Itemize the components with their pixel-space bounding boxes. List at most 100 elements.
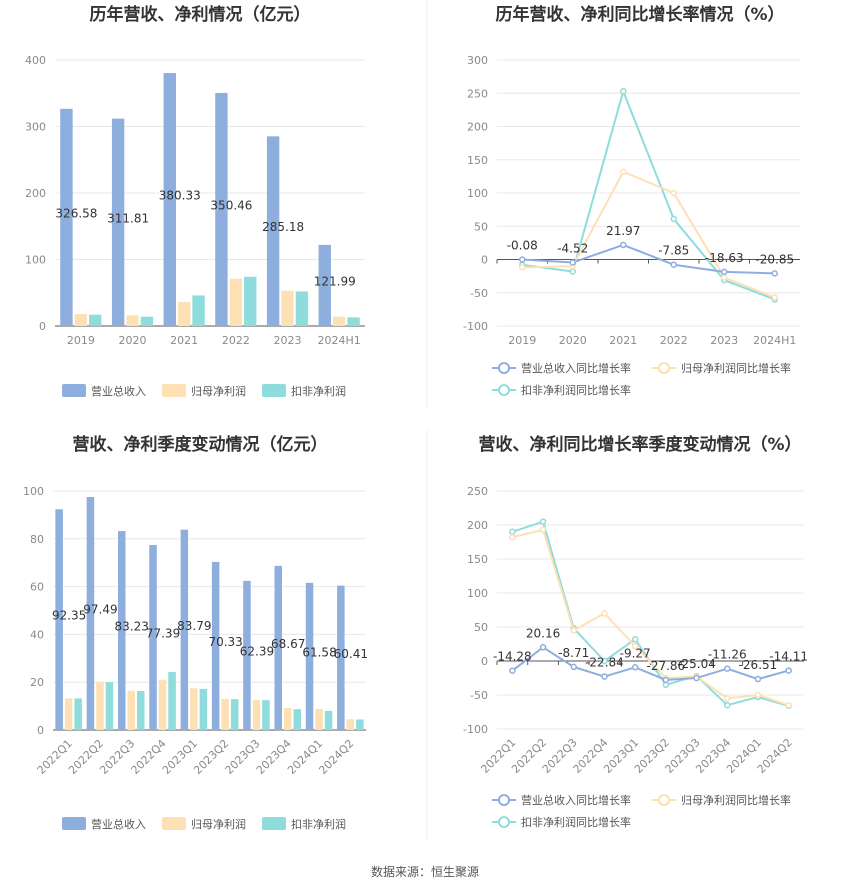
line-value-label: 21.97	[606, 224, 640, 238]
bar-3	[199, 688, 208, 730]
bar-value-label: 121.99	[314, 274, 356, 288]
legend: 营业总收入 归母净利润 扣非净利润	[62, 817, 346, 831]
x-tick-label: 2024H1	[318, 334, 361, 347]
legend-label: 营业总收入同比增长率	[521, 361, 631, 375]
x-tick-label: 2023	[274, 334, 302, 347]
bar-1	[149, 545, 157, 730]
y-tick-label: 200	[467, 121, 488, 134]
series-line-2	[522, 170, 776, 299]
y-tick-label: 250	[467, 87, 488, 100]
series-point-1	[785, 667, 792, 674]
y-tick-label: 100	[467, 587, 488, 600]
legend-label: 归母净利润同比增长率	[681, 793, 791, 807]
bar-1	[211, 561, 220, 730]
line-value-label: -14.28	[493, 650, 532, 664]
legend-label: 营业总收入	[91, 384, 146, 398]
y-tick-label: 300	[25, 121, 46, 134]
series-line-3	[522, 88, 776, 301]
series-point-1	[519, 256, 526, 263]
series-point-1	[509, 667, 516, 674]
bar-1	[86, 496, 95, 730]
chart-4: 营收、净利同比增长率季度变动情况（%） -100 -50 0 50 100 150 200 25…	[463, 434, 808, 829]
series-point-2	[539, 526, 547, 534]
bar-3	[293, 709, 302, 730]
line-value-label: -27.86	[647, 659, 686, 673]
legend-label: 扣非净利润同比增长率	[521, 815, 631, 829]
x-tick-label: 2019	[508, 334, 536, 347]
y-tick-label: 100	[23, 485, 44, 498]
bar-2	[190, 688, 198, 730]
line-value-label: -26.51	[739, 658, 778, 672]
series-point-1	[620, 241, 627, 249]
bar-3	[347, 317, 360, 326]
legend-label: 营业总收入	[91, 817, 146, 831]
series-point-2	[771, 294, 778, 301]
y-tick-label: 400	[25, 54, 46, 67]
y-tick-label: 0	[37, 724, 44, 737]
series-point-2	[601, 610, 608, 617]
y-tick-label: -100	[463, 723, 488, 736]
bar-value-label: 70.33	[208, 635, 242, 649]
bar-2	[177, 302, 191, 326]
y-tick-label: 50	[474, 220, 488, 233]
legend-label: 归母净利润同比增长率	[681, 361, 791, 375]
bar-2	[158, 679, 167, 730]
series-point-2	[620, 168, 627, 175]
bar-2	[283, 708, 292, 730]
y-tick-label: 150	[467, 154, 488, 167]
bar-value-label: 380.33	[159, 189, 201, 203]
line-value-label: -20.85	[755, 252, 794, 266]
series-point-2	[631, 642, 639, 650]
series-point-3	[670, 215, 677, 223]
bar-1	[305, 582, 314, 730]
chart-title: 营收、净利同比增长率季度变动情况（%）	[478, 434, 801, 455]
y-tick-label: 0	[481, 254, 488, 267]
line-value-label: -22.84	[585, 656, 624, 670]
bar-2	[221, 698, 229, 730]
series-point-3	[631, 635, 639, 643]
series-point-2	[785, 701, 792, 709]
bar-3	[140, 316, 154, 326]
bar-2	[74, 314, 88, 326]
series-point-2	[754, 691, 762, 699]
series-line-2	[512, 528, 789, 707]
series-point-3	[620, 88, 627, 95]
legend-marker	[658, 362, 670, 374]
bar-value-label: 83.79	[177, 619, 211, 633]
series-point-1	[631, 664, 639, 671]
bar-value-label: 62.39	[240, 644, 274, 658]
series-point-1	[724, 665, 731, 672]
bar-2	[332, 316, 346, 326]
series-point-1	[539, 644, 547, 651]
x-tick-label: 2021	[170, 334, 198, 347]
bar-3	[192, 295, 205, 326]
bar-3	[89, 314, 102, 326]
x-tick-label: 2023	[710, 334, 738, 347]
chart-title: 历年营收、净利同比增长率情况（%）	[495, 4, 784, 25]
line-value-label: -14.11	[769, 650, 808, 664]
legend-label: 营业总收入同比增长率	[521, 793, 631, 807]
series-line-1	[522, 243, 775, 275]
bar-value-label: 92.35	[52, 609, 86, 623]
y-tick-label: 60	[30, 581, 44, 594]
x-tick-label: 2024Q2	[316, 737, 356, 777]
bar-1	[215, 92, 228, 327]
bar-1	[111, 118, 125, 326]
y-tick-label: 200	[25, 187, 46, 200]
y-tick-label: 80	[30, 533, 44, 546]
y-tick-label: 0	[39, 320, 46, 333]
bar-2	[126, 315, 139, 326]
bar-3	[137, 691, 145, 730]
line-value-label: -4.52	[557, 242, 588, 256]
bar-1	[163, 73, 176, 326]
series-point-2	[509, 533, 516, 541]
y-tick-label: 250	[467, 485, 488, 498]
bar-1	[117, 531, 126, 730]
legend-swatch	[162, 817, 186, 830]
bar-2	[252, 699, 261, 730]
bar-2	[346, 719, 355, 730]
chart-3: 营收、净利季度变动情况（亿元）0204060801002022Q12022Q22…	[23, 434, 368, 831]
bar-2	[64, 698, 73, 730]
